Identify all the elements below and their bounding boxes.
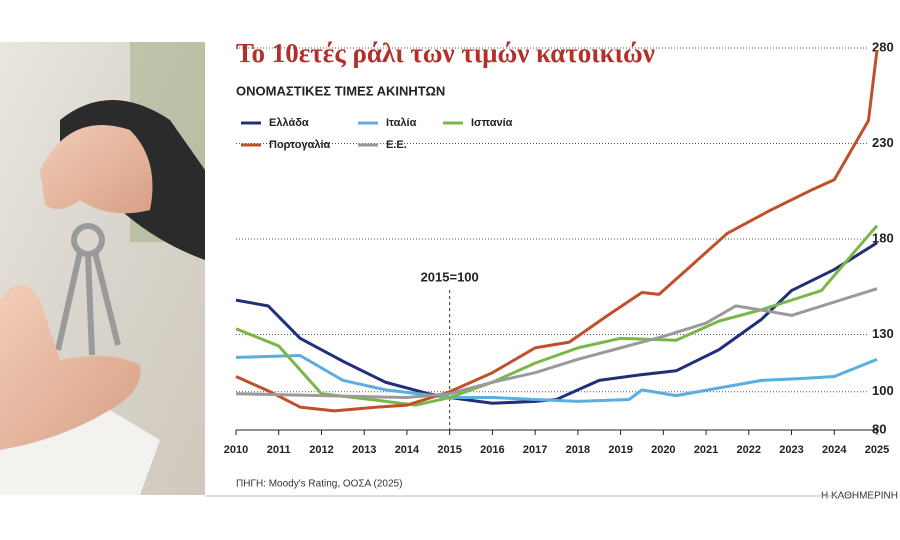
- x-tick-label: 2017: [523, 444, 547, 456]
- x-tick-label: 2025: [865, 444, 889, 456]
- chart-title: Το 10ετές ράλι των τιμών κατοικιών: [236, 38, 655, 68]
- x-tick-label: 2024: [822, 444, 847, 456]
- x-tick-label: 2018: [566, 444, 590, 456]
- annotation: 2015=100: [421, 269, 479, 284]
- x-tick-label: 2023: [779, 444, 803, 456]
- series-line: [235, 287, 878, 400]
- x-tick-label: 2015: [437, 444, 461, 456]
- y-tick-label: 130: [872, 326, 894, 341]
- y-tick-label: 80: [872, 421, 886, 436]
- chart-subtitle: ΟΝΟΜΑΣΤΙΚΕΣ ΤΙΜΕΣ ΑΚΙΝΗΤΩΝ: [236, 83, 445, 98]
- series-line: [235, 354, 878, 403]
- legend-label: Ισπανία: [471, 117, 513, 129]
- photo: [0, 42, 205, 495]
- x-tick-label: 2021: [694, 444, 718, 456]
- credit: Η ΚΑΘΗΜΕΡΙΝΗ: [821, 491, 898, 502]
- photo-hand-top: [40, 125, 153, 214]
- x-tick-label: 2022: [737, 444, 761, 456]
- x-tick-label: 2010: [224, 444, 248, 456]
- legend-label: Ιταλία: [386, 117, 417, 129]
- x-tick-label: 2013: [352, 444, 376, 456]
- x-tick-label: 2019: [608, 444, 632, 456]
- y-tick-label: 230: [872, 135, 894, 150]
- source-note: ΠΗΓΗ: Moody's Rating, ΟΟΣΑ (2025): [236, 479, 402, 490]
- x-tick-label: 2012: [309, 444, 333, 456]
- x-tick-label: 2020: [651, 444, 675, 456]
- series-line: [235, 49, 879, 413]
- legend-label: Ε.Ε.: [386, 139, 407, 151]
- photo-cuff: [0, 410, 160, 495]
- legend-label: Πορτογαλία: [269, 139, 331, 151]
- legend-label: Ελλάδα: [269, 117, 309, 129]
- x-tick-label: 2011: [267, 444, 291, 456]
- series-line: [235, 224, 879, 407]
- y-tick-label: 100: [872, 383, 894, 398]
- x-tick-label: 2016: [480, 444, 504, 456]
- photo-hand-bottom: [0, 285, 141, 450]
- y-tick-label: 180: [872, 230, 894, 245]
- x-tick-label: 2014: [395, 444, 420, 456]
- photo-keys: [55, 223, 121, 356]
